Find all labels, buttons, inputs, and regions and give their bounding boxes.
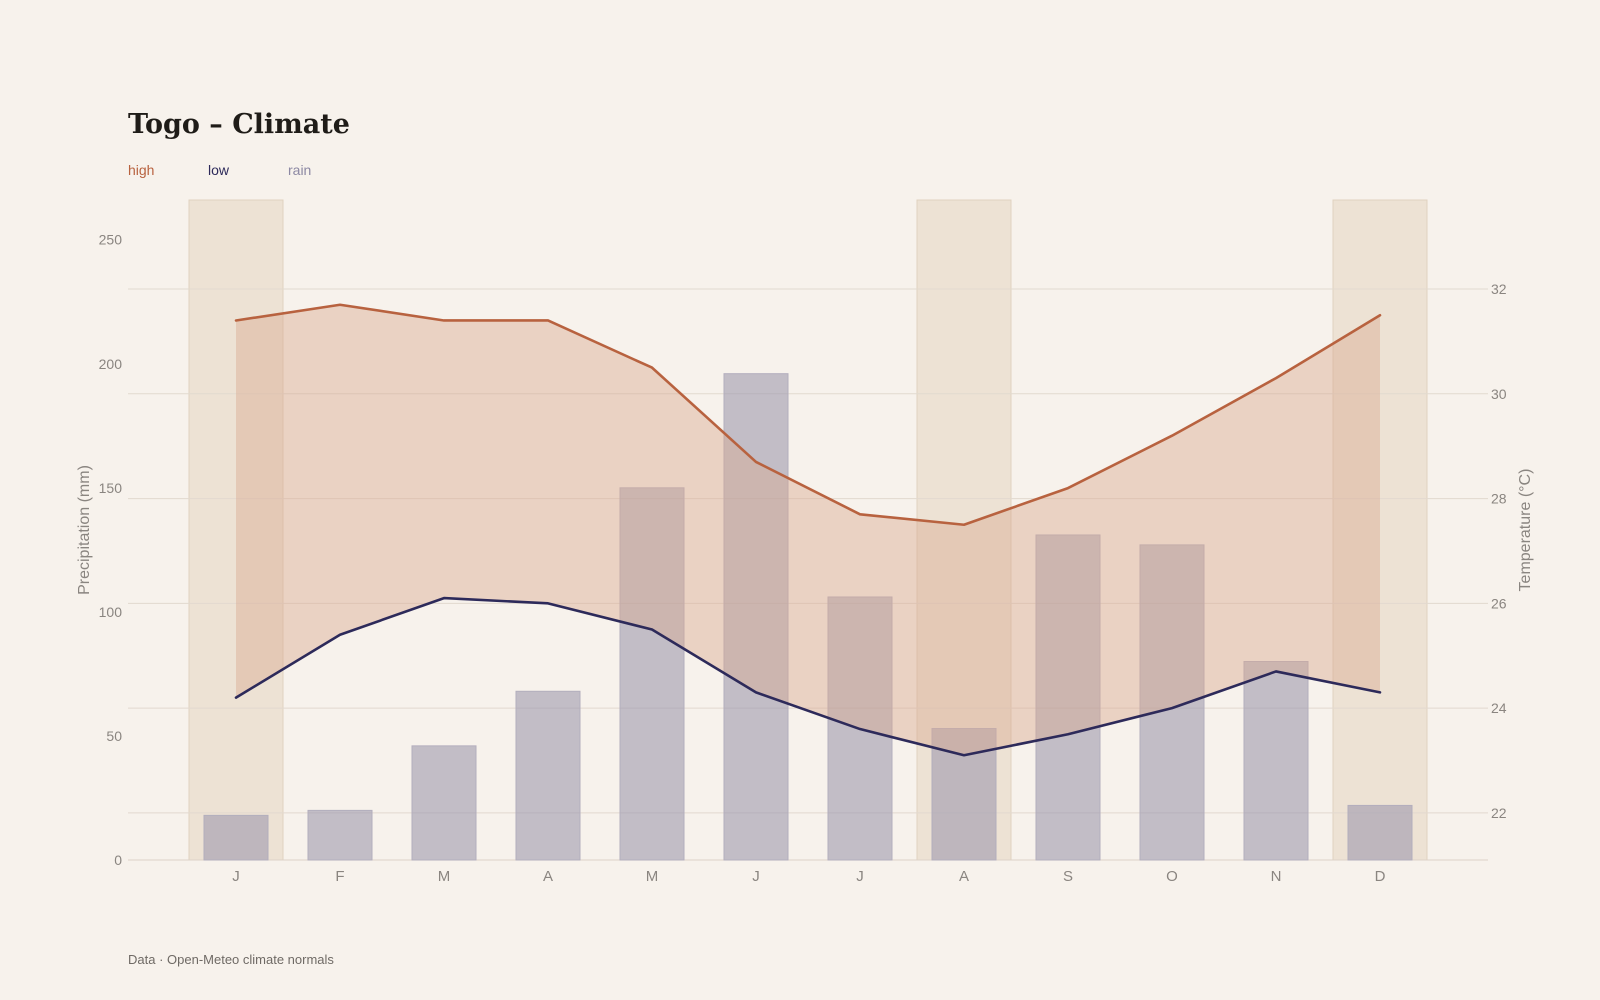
rain-bar-1 [307,809,373,861]
left-tick-50: 50 [106,728,122,744]
left-tick-250: 250 [99,232,123,248]
rain-bar-0 [203,814,269,861]
left-tick-0: 0 [114,852,122,868]
month-label-1: F [335,868,344,885]
high-temperature-line [234,303,1382,527]
left-tick-100: 100 [99,604,123,620]
low-temperature-line [234,596,1382,757]
left-axis-ticks: 0 50 100 150 200 250 [99,232,123,868]
right-tick-26: 26 [1491,595,1507,611]
right-tick-28: 28 [1491,491,1507,507]
right-tick-24: 24 [1491,700,1507,716]
rain-bar-2 [411,745,477,861]
rain-bar-9 [1139,544,1205,861]
left-axis-title: Precipitation (mm) [76,465,93,595]
legend-item-high: high [128,162,154,178]
month-label-10: N [1271,868,1282,885]
legend-item-rain: rain [288,162,311,178]
right-axis-ticks: 22 24 26 28 30 32 [1491,281,1507,821]
data-source-note: Data · Open-Meteo climate normals [128,952,334,967]
right-axis-title: Temperature (°C) [1517,469,1534,592]
month-label-2: M [438,868,451,885]
rain-bar-4 [619,487,685,861]
chart-title: Togo – Climate [128,109,350,140]
month-label-11: D [1375,868,1386,885]
high-low-band [236,304,1380,756]
rain-bar-3 [515,690,581,861]
month-label-6: J [856,868,864,885]
rain-bar-5 [723,373,789,861]
right-tick-30: 30 [1491,386,1507,402]
rain-bar-8 [1035,534,1101,861]
legend: high low rain [128,162,311,178]
season-highlight-d-11 [1332,199,1428,861]
month-label-0: J [232,868,240,885]
right-tick-32: 32 [1491,281,1507,297]
month-label-5: J [752,868,760,885]
temperature-lines [234,303,1382,757]
temperature-band [236,304,1380,756]
legend-item-low: low [208,162,230,178]
left-tick-150: 150 [99,480,123,496]
month-label-4: M [646,868,659,885]
season-highlight-j-0 [188,199,284,861]
rain-bar-10 [1243,661,1309,861]
right-tick-22: 22 [1491,805,1507,821]
left-tick-200: 200 [99,356,123,372]
month-label-3: A [543,868,553,885]
month-label-8: S [1063,868,1073,885]
rain-bar-11 [1347,804,1413,861]
month-label-7: A [959,868,969,885]
month-label-9: O [1166,868,1178,885]
